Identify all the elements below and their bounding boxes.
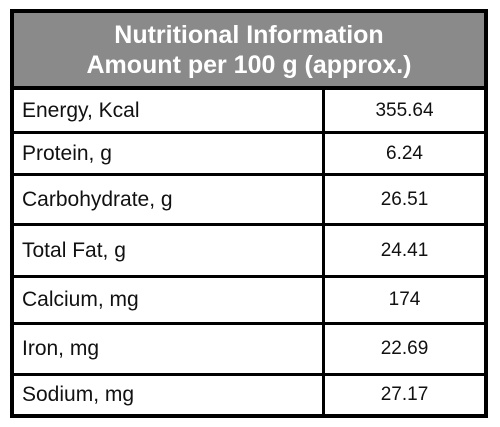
- table-row: Iron, mg 22.69: [14, 325, 484, 376]
- row-label-sodium: Sodium, mg: [14, 376, 325, 414]
- table-row: Total Fat, g 24.41: [14, 226, 484, 278]
- table-row: Energy, Kcal 355.64: [14, 90, 484, 134]
- row-label-protein: Protein, g: [14, 134, 325, 173]
- row-value-iron: 22.69: [380, 338, 429, 359]
- row-value-carbohydrate: 26.51: [380, 188, 429, 210]
- nutrition-table: Nutritional Information Amount per 100 g…: [10, 9, 488, 418]
- table-row: Carbohydrate, g 26.51: [14, 176, 484, 226]
- row-label-total-fat: Total Fat, g: [14, 226, 325, 275]
- row-value-energy: 355.64: [375, 99, 434, 121]
- row-value-total-fat: 24.41: [380, 239, 429, 261]
- table-row: Sodium, mg 27.17: [14, 376, 484, 414]
- table-subtitle: Amount per 100 g (approx.): [86, 50, 412, 79]
- row-label-iron: Iron, mg: [14, 325, 325, 373]
- row-label-carbohydrate: Carbohydrate, g: [14, 176, 325, 223]
- row-value-calcium: 174: [388, 289, 421, 310]
- table-row: Calcium, mg 174: [14, 278, 484, 325]
- row-label-calcium: Calcium, mg: [14, 278, 325, 322]
- row-value-protein: 6.24: [386, 142, 423, 164]
- table-body: Energy, Kcal 355.64 Protein, g 6.24 Carb…: [14, 90, 484, 414]
- row-label-energy: Energy, Kcal: [14, 90, 325, 131]
- table-title: Nutritional Information: [114, 20, 384, 49]
- table-header: Nutritional Information Amount per 100 g…: [14, 13, 484, 90]
- table-row: Protein, g 6.24: [14, 134, 484, 176]
- row-value-sodium: 27.17: [380, 384, 429, 405]
